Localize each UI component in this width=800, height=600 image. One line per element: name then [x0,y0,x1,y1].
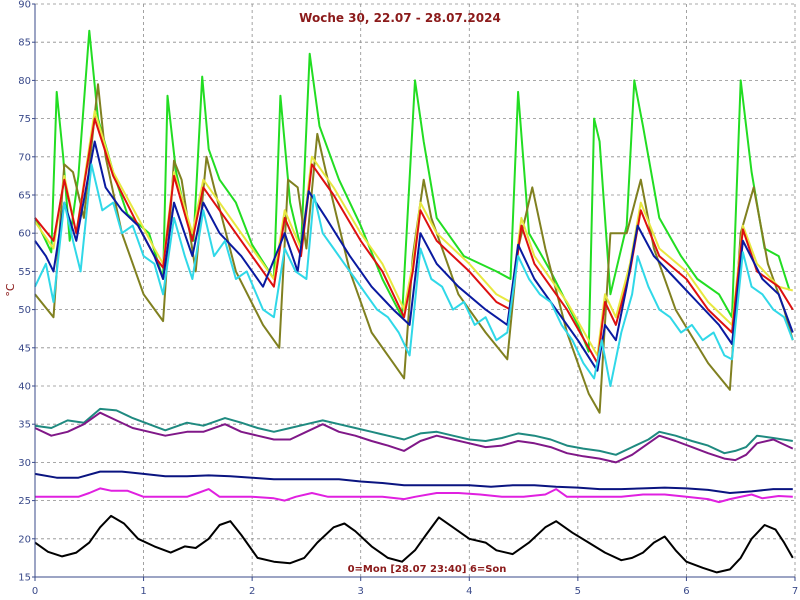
series-line-10 [35,487,793,504]
x-tick-label: 3 [358,586,364,597]
y-tick-label: 80 [18,76,31,87]
y-tick-label: 70 [18,152,31,163]
grid [35,3,796,577]
series-line-4 [34,117,794,365]
x-tick-label: 1 [140,586,146,597]
x-axis-ticks: 0 1 2 3 4 5 6 7 [32,577,798,597]
y-axis-ticks: 15 20 25 30 35 40 45 50 55 60 65 70 75 80 85 90 [18,0,35,584]
series-line-6 [34,163,794,387]
y-tick-label: 20 [18,534,31,545]
x-tick-label: 6 [683,586,689,597]
x-tick-label: 5 [575,586,581,597]
x-tick-label: 7 [792,586,798,597]
y-tick-label: 45 [18,343,31,354]
x-tick-label: 4 [466,586,472,597]
x-tick-label: 0 [32,586,38,597]
y-tick-label: 35 [18,420,31,431]
series-line-8 [34,411,794,464]
axes [34,4,795,578]
y-axis-label: °C [4,283,17,297]
chart-title: Woche 30, 22.07 - 28.07.2024 [299,11,501,25]
y-tick-label: 60 [18,229,31,240]
y-tick-label: 85 [18,38,31,49]
time-note: 0=Mon [28.07 23:40] 6=Son [348,564,507,575]
series-line-11 [34,514,794,574]
y-tick-label: 40 [18,382,31,393]
y-tick-label: 15 [18,573,31,584]
y-tick-label: 90 [18,0,31,11]
y-tick-label: 55 [18,267,31,278]
y-tick-label: 25 [18,496,31,507]
x-tick-label: 2 [249,586,255,597]
series-line-5 [34,140,794,372]
y-tick-label: 30 [18,458,31,469]
y-tick-label: 75 [18,114,31,125]
y-tick-label: 50 [18,305,31,316]
y-tick-label: 65 [18,191,31,202]
series-line-7 [34,407,793,456]
series-group [34,29,794,574]
series-line-9 [34,470,793,494]
